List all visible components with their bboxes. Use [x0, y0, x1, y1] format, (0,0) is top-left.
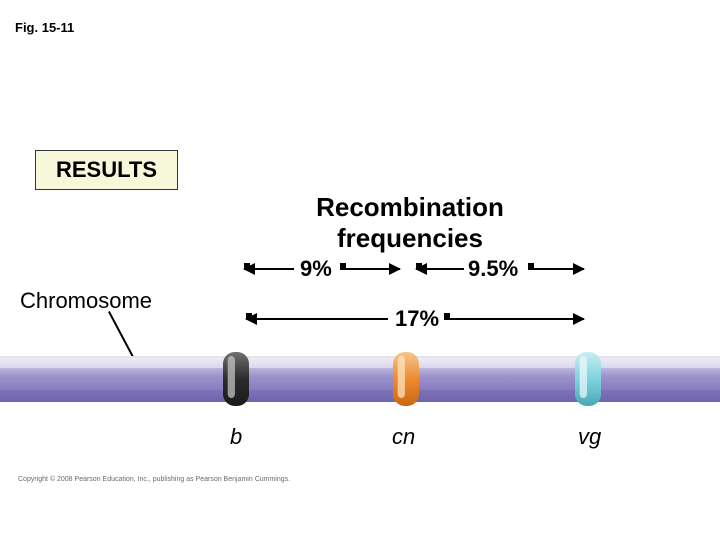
- freq-9-5-percent: 9.5%: [468, 256, 518, 282]
- title-line-1: Recombination: [316, 192, 504, 222]
- gene-label-vg: vg: [578, 424, 601, 450]
- recombination-title: Recombination frequencies: [260, 192, 560, 254]
- freq-17-percent: 17%: [395, 306, 439, 332]
- figure-label: Fig. 15-11: [15, 20, 74, 35]
- chromosome-diagram: [0, 352, 720, 406]
- chromosome-label: Chromosome: [20, 288, 152, 314]
- title-line-2: frequencies: [337, 223, 483, 253]
- arrow-17-right: [444, 318, 584, 320]
- arrow-95-left: [416, 268, 464, 270]
- freq-9-percent: 9%: [300, 256, 332, 282]
- arrow-9-right: [340, 268, 400, 270]
- results-heading: RESULTS: [35, 150, 178, 190]
- gene-label-cn: cn: [392, 424, 415, 450]
- arrow-95-right: [528, 268, 584, 270]
- arrow-17-left: [246, 318, 388, 320]
- copyright-text: Copyright © 2008 Pearson Education, Inc.…: [18, 476, 290, 483]
- gene-label-b: b: [230, 424, 242, 450]
- arrow-9-left: [244, 268, 294, 270]
